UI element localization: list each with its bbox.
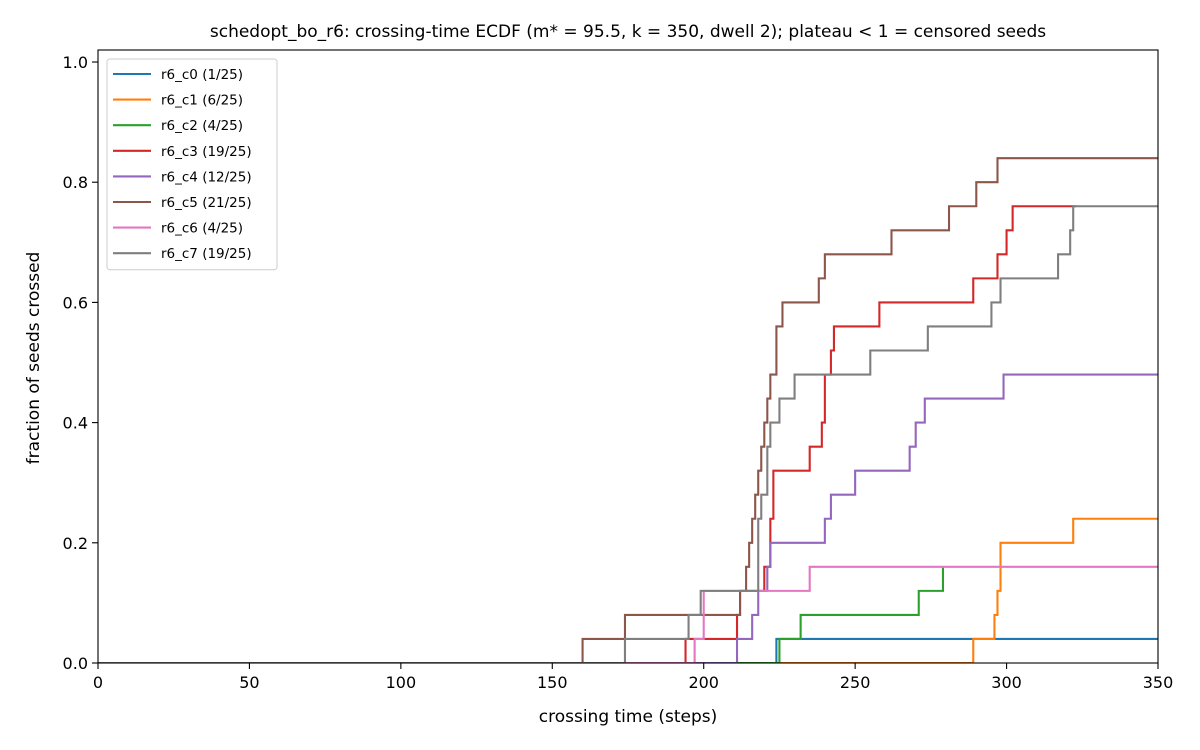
legend: r6_c0 (1/25) r6_c1 (6/25) r6_c2 (4/25) r6_c… [106, 58, 278, 271]
x-tick-label: 0 [93, 673, 103, 692]
series-line-4 [98, 373, 1158, 663]
x-tick-label: 350 [1143, 673, 1174, 692]
legend-entry-5: r6_c5 (21/25) [161, 195, 252, 211]
x-tick-label: 250 [840, 673, 871, 692]
legend-box [106, 58, 278, 271]
y-tick-label: 0.4 [63, 414, 88, 433]
x-axis-label: crossing time (steps) [539, 707, 717, 727]
series-line-3 [98, 205, 1077, 663]
legend-entry-1: r6_c1 (6/25) [161, 93, 243, 109]
legend-entry-0: r6_c0 (1/25) [161, 67, 243, 83]
legend-entry-2: r6_c2 (4/25) [161, 118, 243, 134]
axes: 0 50 100 150 200 250 300 350 0.0 0.2 0.4 0.6 0.8 1.0 [63, 49, 1174, 692]
legend-entry-6: r6_c6 (4/25) [161, 221, 243, 237]
y-tick-label: 0.8 [63, 173, 88, 192]
series-line-7 [98, 205, 1158, 663]
x-tick-label: 50 [239, 673, 259, 692]
series-line-0 [98, 637, 1158, 663]
y-tick-label: 0.0 [63, 654, 88, 673]
series-line-1 [98, 517, 1158, 663]
y-axis-label: fraction of seeds crossed [24, 252, 44, 465]
legend-entry-4: r6_c4 (12/25) [161, 169, 252, 185]
series-line-6 [98, 565, 1158, 663]
legend-entry-7: r6_c7 (19/25) [161, 246, 252, 262]
y-tick-label: 1.0 [63, 53, 88, 72]
y-tick-label: 0.2 [63, 534, 88, 553]
x-tick-label: 100 [386, 673, 417, 692]
y-tick-label: 0.6 [63, 293, 88, 312]
plot-area [98, 157, 1158, 663]
x-tick-label: 200 [688, 673, 719, 692]
x-tick-label: 300 [991, 673, 1022, 692]
chart-title: schedopt_bo_r6: crossing-time ECDF (m* =… [210, 22, 1046, 42]
x-tick-label: 150 [537, 673, 568, 692]
plot-frame [97, 49, 1159, 664]
series-line-2 [98, 566, 945, 663]
legend-entry-3: r6_c3 (19/25) [161, 144, 252, 160]
